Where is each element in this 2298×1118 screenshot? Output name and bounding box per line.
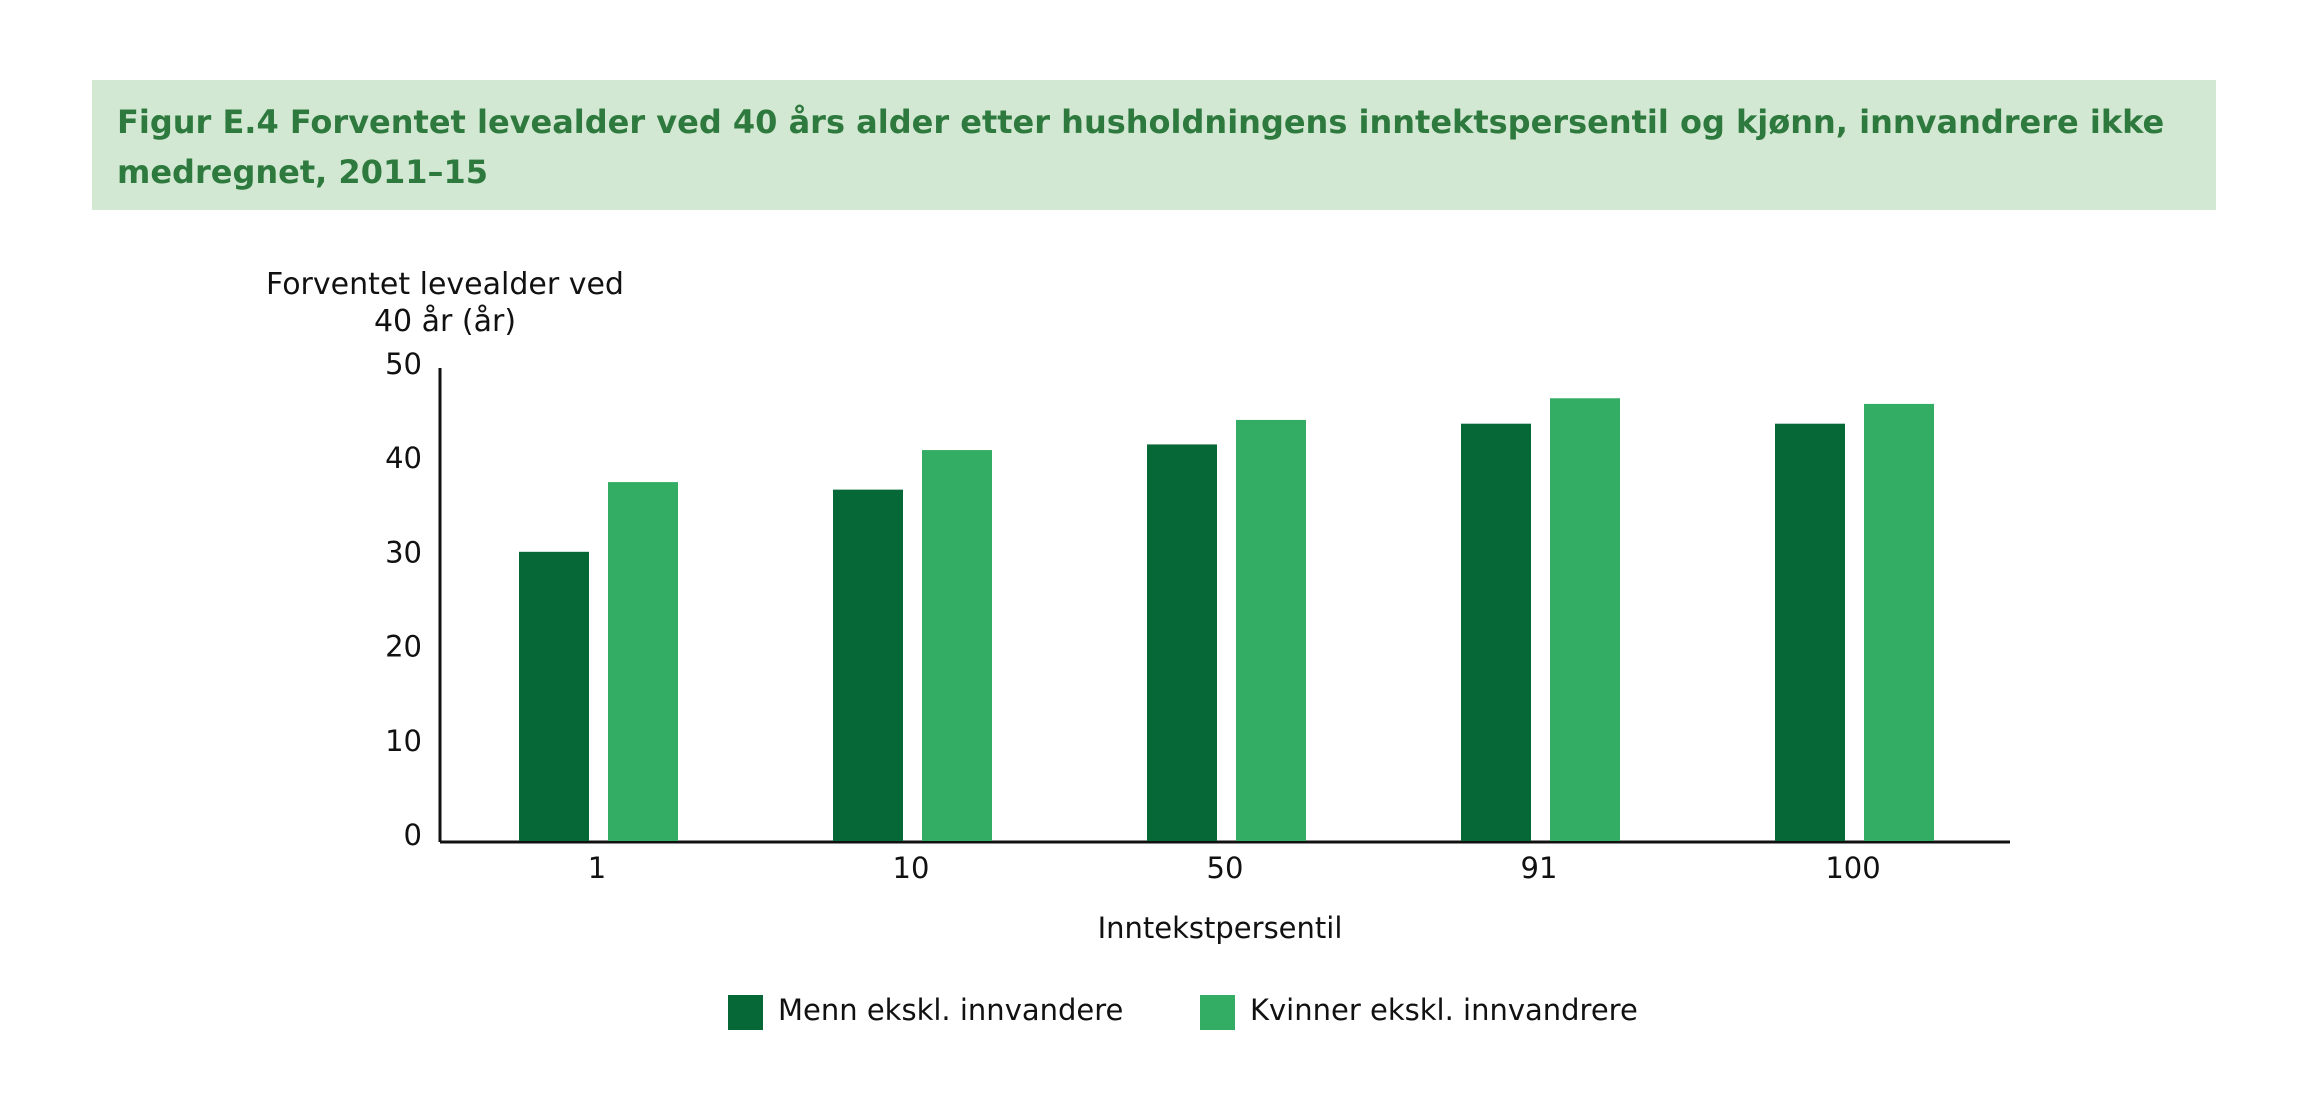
x-axis-title: Inntekstpersentil — [1098, 911, 1343, 945]
bar — [833, 489, 903, 841]
legend-swatch — [728, 995, 763, 1030]
x-tick-label: 91 — [1521, 851, 1558, 885]
legend-label: Kvinner ekskl. innvandrere — [1250, 993, 1638, 1027]
y-tick-label: 50 — [385, 347, 422, 381]
y-tick-label: 0 — [404, 818, 422, 852]
x-tick-label: 100 — [1825, 851, 1880, 885]
header: Figur E.4 Forventet levealder ved 40 års… — [92, 80, 2216, 210]
bar — [1550, 398, 1620, 841]
y-axis-title: Forventet levealder ved 40 år (år) — [266, 267, 624, 339]
bar — [1147, 444, 1217, 841]
y-tick-label: 20 — [385, 630, 422, 664]
legend-label: Menn ekskl. innvandere — [778, 993, 1123, 1027]
y-tick-label: 40 — [385, 441, 422, 475]
bar — [1236, 419, 1306, 841]
y-tick-label: 10 — [385, 724, 422, 758]
bar — [1864, 403, 1934, 841]
bar — [1775, 423, 1845, 841]
bar — [608, 482, 678, 841]
bar — [922, 450, 992, 841]
chart-title: Figur E.4 Forventet levealder ved 40 års… — [117, 103, 2165, 191]
legend-swatch — [1200, 995, 1235, 1030]
x-tick-label: 1 — [588, 851, 606, 885]
bar — [1461, 423, 1531, 841]
bar — [519, 551, 589, 841]
x-tick-label: 10 — [893, 851, 930, 885]
y-tick-label: 30 — [385, 535, 422, 569]
x-tick-label: 50 — [1207, 851, 1244, 885]
